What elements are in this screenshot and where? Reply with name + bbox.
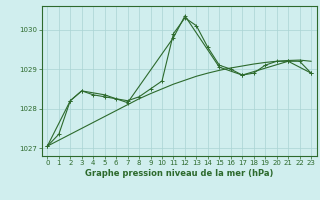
X-axis label: Graphe pression niveau de la mer (hPa): Graphe pression niveau de la mer (hPa)	[85, 169, 273, 178]
